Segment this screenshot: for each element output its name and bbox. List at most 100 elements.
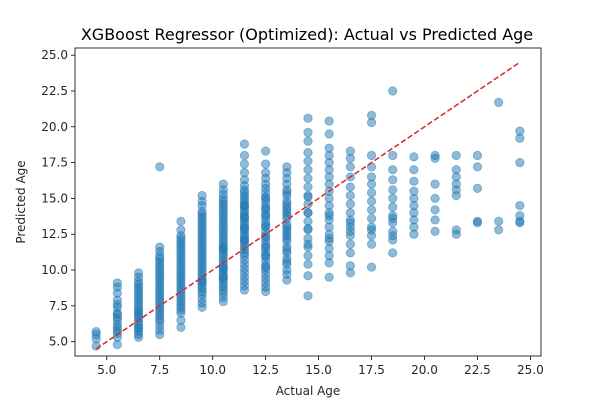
data-point (261, 168, 271, 178)
y-tick-label: 17.5 (41, 156, 68, 170)
x-tick-label: 15.0 (305, 363, 332, 377)
data-point (324, 143, 334, 153)
data-point (345, 218, 355, 228)
x-axis-label: Actual Age (276, 384, 341, 398)
y-axis-label: Predicted Age (14, 160, 28, 243)
data-point (388, 231, 398, 241)
data-point (345, 182, 355, 192)
data-point (261, 262, 271, 272)
x-tick-label: 22.5 (464, 363, 491, 377)
data-point (472, 162, 483, 172)
data-point (388, 193, 398, 204)
data-point (345, 199, 355, 209)
data-point (303, 208, 313, 218)
y-tick-label: 15.0 (41, 191, 68, 205)
data-point (430, 179, 440, 189)
data-point (261, 221, 271, 231)
x-tick-label: 25.0 (517, 363, 544, 377)
data-point (303, 147, 313, 158)
data-point (218, 264, 228, 274)
data-point (494, 97, 504, 108)
reference-line (95, 61, 521, 350)
data-point (133, 268, 144, 278)
data-point (494, 225, 504, 235)
data-point (366, 239, 377, 249)
data-point (176, 216, 186, 226)
data-point (345, 261, 355, 271)
data-point (388, 150, 398, 161)
data-point (388, 86, 398, 96)
data-points (91, 86, 525, 351)
data-point (303, 291, 313, 301)
chart-title: XGBoost Regressor (Optimized): Actual vs… (81, 25, 533, 44)
data-point (261, 146, 271, 156)
data-point (218, 179, 228, 189)
data-point (430, 226, 440, 236)
y-axis-ticks: 5.0 7.5 10.0 12.5 15.0 17.5 20.0 22.5 25.0 (41, 48, 75, 349)
data-point (303, 259, 313, 269)
data-point (345, 226, 355, 236)
data-point (261, 251, 271, 261)
data-point (324, 272, 334, 282)
data-point (451, 225, 461, 235)
y-tick-label: 10.0 (41, 263, 68, 277)
data-point (303, 156, 313, 166)
data-point (388, 213, 398, 224)
data-point (176, 225, 186, 235)
data-point (303, 239, 313, 249)
data-point (155, 242, 165, 252)
data-point (282, 256, 292, 267)
data-point (303, 192, 313, 202)
data-point (282, 245, 292, 255)
data-point (261, 159, 271, 169)
y-tick-label: 12.5 (41, 227, 68, 241)
y-tick-label: 22.5 (41, 84, 68, 98)
data-point (303, 127, 313, 138)
data-point (388, 175, 398, 185)
data-point (324, 116, 334, 126)
data-point (472, 150, 483, 161)
y-tick-label: 5.0 (49, 335, 68, 349)
data-point (239, 235, 250, 245)
data-point (324, 233, 334, 244)
data-point (155, 162, 165, 172)
data-point (239, 212, 250, 222)
x-tick-label: 10.0 (199, 363, 226, 377)
data-point (91, 327, 101, 337)
data-point (366, 205, 377, 215)
data-point (388, 185, 398, 195)
data-point (261, 242, 271, 252)
data-point (218, 243, 228, 254)
data-point (430, 215, 440, 225)
data-point (218, 272, 228, 282)
data-point (239, 139, 250, 149)
data-point (366, 213, 377, 224)
data-point (282, 228, 292, 238)
data-point (409, 152, 419, 162)
data-point (366, 188, 377, 198)
x-tick-label: 17.5 (358, 363, 385, 377)
x-axis-ticks: 5.0 7.5 10.0 12.5 15.0 17.5 20.0 22.5 25.0 (97, 356, 544, 377)
data-point (494, 216, 504, 226)
data-point (366, 196, 377, 206)
data-point (430, 205, 440, 215)
data-point (345, 146, 355, 156)
data-point (239, 159, 250, 169)
data-point (239, 150, 250, 161)
data-point (282, 188, 292, 198)
data-point (409, 165, 419, 175)
y-tick-label: 7.5 (49, 299, 68, 313)
data-point (472, 218, 483, 228)
data-point (515, 158, 525, 168)
data-point (239, 168, 250, 178)
data-point (303, 113, 313, 123)
data-point (366, 110, 377, 120)
x-tick-label: 7.5 (150, 363, 169, 377)
data-point (388, 248, 398, 258)
data-point (366, 150, 377, 161)
data-point (472, 183, 483, 193)
data-point (515, 216, 525, 226)
data-point (303, 271, 313, 281)
